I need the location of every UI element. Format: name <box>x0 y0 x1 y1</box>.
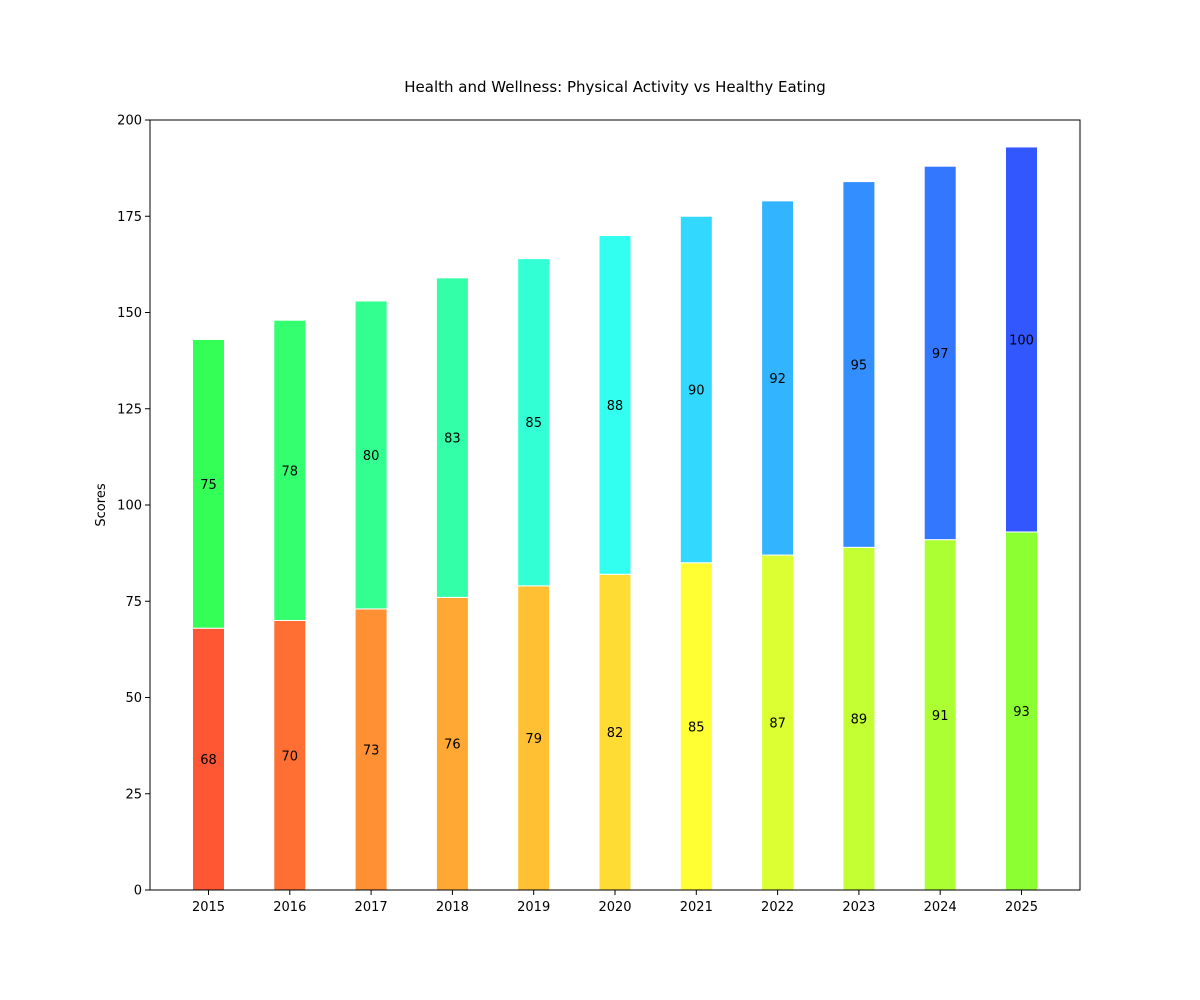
data-label-2016-series-2: 78 <box>282 464 299 479</box>
data-label-2023-series-2: 95 <box>851 358 868 373</box>
data-label-2020-series-1: 82 <box>607 726 624 741</box>
bar-segment-2025-series-1 <box>1005 531 1038 891</box>
bar-segment-2020-series-2 <box>598 235 632 575</box>
y-axis: 0 25 50 75 100 125 150 175 200 <box>117 114 150 899</box>
data-label-2022-series-1: 87 <box>769 717 786 732</box>
bar-segment-2024-series-1 <box>923 539 957 891</box>
data-labels-layer: 68 75 70 78 73 80 76 83 79 85 82 88 85 90 87 92 89 95 91 97… <box>200 333 1034 768</box>
bar-segment-2023-series-1 <box>842 546 876 891</box>
x-tick-label-2022: 2022 <box>761 900 794 915</box>
bar-segment-2020-series-1 <box>598 573 632 891</box>
data-label-2020-series-2: 88 <box>607 399 624 414</box>
y-tick-label: 50 <box>125 691 142 706</box>
bar-segment-2019-series-2 <box>517 258 551 587</box>
bars-layer <box>192 146 1038 891</box>
x-tick-label-2015: 2015 <box>192 900 225 915</box>
data-label-2016-series-1: 70 <box>282 749 299 764</box>
x-axis: 2015 2016 2017 2018 2019 2020 2021 2022 2023 2024… <box>192 890 1038 915</box>
plot-frame <box>149 119 1081 891</box>
data-label-2018-series-2: 83 <box>444 432 461 447</box>
data-label-2024-series-2: 97 <box>932 347 949 362</box>
y-tick-label: 25 <box>125 787 142 802</box>
y-tick-label: 125 <box>117 402 142 417</box>
y-tick-label: 150 <box>117 306 142 321</box>
bar-segment-2018-series-2 <box>435 277 469 598</box>
y-tick-label: 200 <box>117 114 142 129</box>
data-label-2025-series-1: 93 <box>1013 705 1030 720</box>
y-tick-label: 175 <box>117 210 142 225</box>
chart-title: Health and Wellness: Physical Activity v… <box>404 78 825 96</box>
data-label-2019-series-1: 79 <box>525 732 542 747</box>
y-tick-label: 75 <box>125 595 142 610</box>
bar-segment-2025-series-2 <box>1005 146 1038 533</box>
x-tick-label-2019: 2019 <box>517 900 550 915</box>
x-tick-label-2016: 2016 <box>273 900 306 915</box>
bar-segment-2016-series-2 <box>273 319 307 621</box>
x-tick-label-2018: 2018 <box>436 900 469 915</box>
bar-segment-2023-series-2 <box>842 181 876 548</box>
y-tick-label: 100 <box>117 499 142 514</box>
data-label-2015-series-1: 68 <box>200 753 217 768</box>
x-tick-label-2023: 2023 <box>842 900 875 915</box>
data-label-2022-series-2: 92 <box>769 372 786 387</box>
data-label-2021-series-1: 85 <box>688 720 705 735</box>
data-label-2019-series-2: 85 <box>525 416 542 431</box>
bar-segment-2022-series-2 <box>761 200 795 556</box>
data-label-2024-series-1: 91 <box>932 709 949 724</box>
bar-segment-2015-series-1 <box>192 627 225 891</box>
data-label-2021-series-2: 90 <box>688 384 705 399</box>
y-axis-label: Scores <box>94 483 109 526</box>
data-label-2017-series-2: 80 <box>363 449 380 464</box>
data-label-2018-series-1: 76 <box>444 738 461 753</box>
y-tick-label: 0 <box>134 884 142 899</box>
data-label-2015-series-2: 75 <box>200 478 217 493</box>
data-label-2025-series-2: 100 <box>1009 333 1034 348</box>
x-tick-label-2017: 2017 <box>355 900 388 915</box>
data-label-2017-series-1: 73 <box>363 743 380 758</box>
x-tick-label-2024: 2024 <box>924 900 957 915</box>
data-label-2023-series-1: 89 <box>851 713 868 728</box>
x-tick-label-2021: 2021 <box>680 900 713 915</box>
x-tick-label-2025: 2025 <box>1005 900 1038 915</box>
bar-segment-2021-series-2 <box>679 215 713 564</box>
bar-segment-2015-series-2 <box>192 338 225 629</box>
bar-segment-2017-series-2 <box>354 300 388 610</box>
x-tick-label-2020: 2020 <box>598 900 631 915</box>
bar-segment-2024-series-2 <box>923 165 957 541</box>
